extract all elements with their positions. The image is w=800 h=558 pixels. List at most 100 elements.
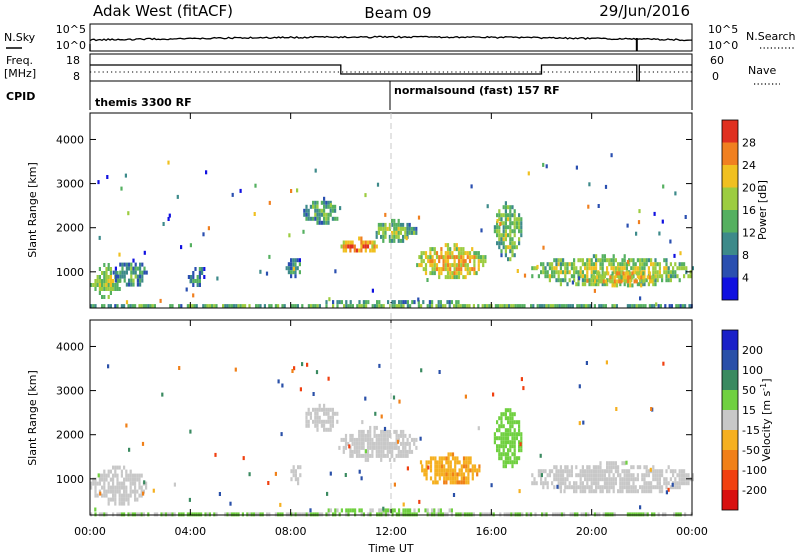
heat-cell <box>665 485 668 490</box>
heat-cell <box>557 278 560 283</box>
heat-cell <box>415 512 418 517</box>
heat-cell <box>464 267 467 272</box>
heat-cell <box>423 468 426 473</box>
heat-cell <box>123 493 126 498</box>
heat-cell <box>355 453 359 458</box>
heat-cell <box>287 270 290 275</box>
heat-cell <box>364 449 367 454</box>
heat-cell <box>482 263 485 268</box>
heat-cell <box>559 262 562 267</box>
heat-cell <box>107 364 110 369</box>
heat-cell <box>107 497 110 502</box>
heat-cell <box>667 481 670 486</box>
heat-cell <box>488 304 491 309</box>
heat-cell <box>581 282 584 287</box>
heat-cell <box>582 512 585 517</box>
heat-cell <box>588 485 591 490</box>
heat-cell <box>464 275 467 280</box>
heat-cell <box>573 481 576 486</box>
heat-cell <box>475 255 478 260</box>
heat-cell <box>496 229 499 234</box>
heat-cell <box>622 275 625 280</box>
heat-cell <box>294 270 297 275</box>
heat-cell <box>408 226 411 231</box>
heat-cell <box>453 267 456 272</box>
heat-cell <box>446 512 449 517</box>
heat-cell <box>329 427 332 432</box>
heat-cell <box>121 262 124 267</box>
heat-cell <box>92 304 95 309</box>
heat-cell <box>673 253 676 258</box>
heat-cell <box>399 441 403 446</box>
heat-cell <box>429 263 432 268</box>
heat-cell <box>630 477 633 482</box>
heat-cell <box>107 275 110 279</box>
heat-cell <box>504 432 507 437</box>
heat-cell <box>131 481 134 486</box>
heat-cell <box>180 245 183 250</box>
heat-cell <box>674 191 677 196</box>
heat-cell <box>606 461 609 466</box>
heat-cell <box>399 226 402 231</box>
frequency-line <box>90 64 692 82</box>
heat-cell <box>114 485 117 490</box>
heat-cell <box>292 465 295 470</box>
heat-cell <box>457 259 461 264</box>
heat-cell <box>178 366 181 370</box>
heat-cell <box>402 445 405 450</box>
heat-cell <box>566 262 569 267</box>
heat-cell <box>566 473 569 478</box>
heat-cell <box>302 229 305 234</box>
heat-cell <box>636 473 639 478</box>
heat-cell <box>94 279 97 283</box>
heat-cell <box>691 473 694 478</box>
heat-cell <box>494 304 497 309</box>
heat-cell <box>656 481 659 486</box>
heat-cell <box>382 230 385 235</box>
heat-cell <box>406 441 409 446</box>
heat-cell <box>513 253 516 258</box>
heat-cell <box>546 481 549 486</box>
heat-cell <box>614 477 617 482</box>
heat-cell <box>629 304 632 309</box>
heat-cell <box>612 473 615 478</box>
heat-cell <box>393 238 396 243</box>
heat-cell <box>498 416 501 421</box>
heat-cell <box>424 508 427 513</box>
heat-cell <box>498 245 501 250</box>
heat-cell <box>191 304 194 309</box>
heat-cell <box>632 266 635 271</box>
heat-cell <box>456 476 459 481</box>
heat-cell <box>323 212 326 217</box>
heat-cell <box>504 213 507 218</box>
heat-cell <box>638 209 641 214</box>
heat-cell <box>455 247 458 252</box>
heat-cell <box>449 247 452 252</box>
heat-cell <box>573 270 576 275</box>
noise-right-tick-bottom: 10^0 <box>708 39 738 52</box>
heat-cell <box>426 508 429 513</box>
heat-cell <box>676 274 679 279</box>
heat-cell <box>658 485 661 490</box>
heat-cell <box>406 300 409 305</box>
nave-label: Nave <box>748 64 776 77</box>
heat-cell <box>595 254 598 259</box>
noise-trace <box>89 35 692 51</box>
heat-cell <box>590 270 593 275</box>
colorbar-tick-label: 200 <box>742 344 763 357</box>
heat-cell <box>109 485 112 490</box>
heat-cell <box>281 512 284 517</box>
heat-cell <box>380 304 383 309</box>
heat-cell <box>98 235 101 240</box>
heat-cell <box>331 419 334 424</box>
heat-cell <box>604 512 607 517</box>
heat-cell <box>120 481 123 486</box>
xlabel: Time UT <box>367 542 413 554</box>
heat-cell <box>466 304 469 309</box>
heat-cell <box>509 233 512 238</box>
x-tick-label: 20:00 <box>576 525 608 538</box>
heat-cell <box>130 270 133 275</box>
heat-cell <box>139 274 142 279</box>
heat-cell <box>382 226 385 231</box>
